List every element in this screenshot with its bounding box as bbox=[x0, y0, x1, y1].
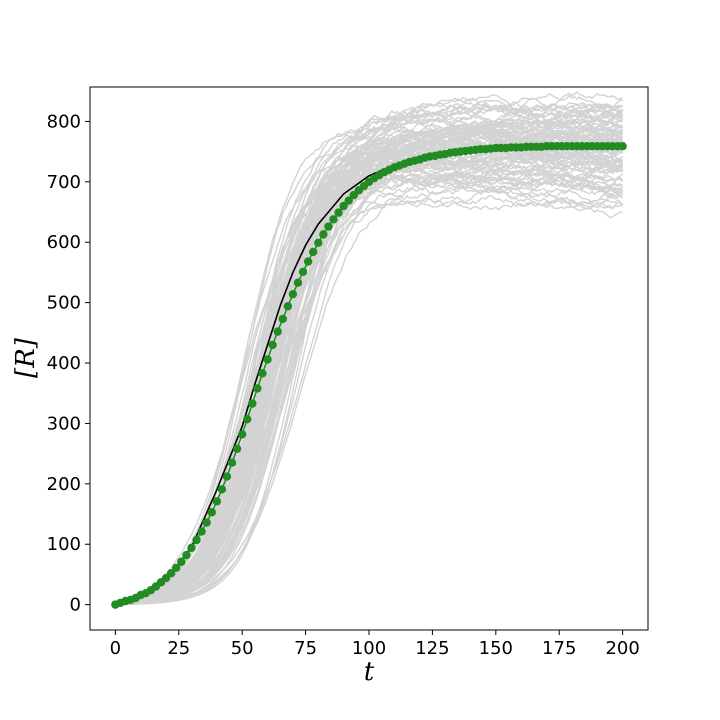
trajectory-line bbox=[115, 116, 624, 606]
y-axis: 0 100 200 300 400 500 600 700 800 bbox=[47, 111, 90, 616]
mean-point bbox=[339, 201, 348, 211]
x-tick-label: 125 bbox=[415, 638, 449, 659]
y-tick-label: 800 bbox=[47, 111, 81, 132]
trajectory-line bbox=[115, 183, 624, 606]
mean-point bbox=[298, 267, 308, 277]
x-axis: 0 25 50 75 100 125 150 175 200 bbox=[110, 630, 640, 659]
x-tick-label: 25 bbox=[167, 638, 190, 659]
y-tick-label: 400 bbox=[47, 353, 81, 374]
mean-point bbox=[314, 238, 323, 248]
mean-point bbox=[309, 247, 318, 257]
mean-point bbox=[243, 415, 252, 424]
mean-point bbox=[268, 340, 277, 350]
y-tick-label: 300 bbox=[47, 413, 81, 434]
plot-area bbox=[111, 90, 627, 609]
mean-point bbox=[253, 384, 262, 393]
mean-point bbox=[197, 527, 206, 536]
mean-point bbox=[217, 485, 227, 494]
x-axis-label: t bbox=[364, 657, 375, 687]
mean-point bbox=[182, 550, 191, 560]
mean-point bbox=[319, 230, 328, 239]
trajectory-line bbox=[115, 124, 624, 606]
mean-point bbox=[288, 289, 298, 299]
trajectory-line bbox=[115, 143, 624, 606]
mean-point bbox=[273, 327, 282, 336]
mean-point bbox=[237, 430, 247, 439]
y-tick-label: 600 bbox=[47, 232, 81, 253]
x-tick-label: 0 bbox=[110, 638, 121, 659]
x-tick-label: 75 bbox=[294, 638, 317, 659]
mean-point bbox=[329, 215, 338, 224]
mean-point bbox=[232, 444, 242, 453]
y-tick-label: 200 bbox=[47, 474, 81, 495]
mean-point bbox=[207, 508, 216, 517]
x-tick-label: 50 bbox=[231, 638, 254, 659]
y-tick-label: 500 bbox=[47, 293, 81, 314]
trajectory-line bbox=[115, 128, 623, 606]
trajectory-line bbox=[115, 101, 623, 606]
mean-point bbox=[248, 399, 257, 408]
mean-point bbox=[334, 208, 343, 217]
trajectory-line bbox=[115, 101, 623, 606]
mean-point bbox=[202, 518, 211, 527]
mean-point bbox=[303, 257, 313, 266]
y-tick-label: 0 bbox=[70, 595, 81, 616]
x-tick-label: 100 bbox=[352, 638, 386, 659]
mean-point bbox=[166, 569, 176, 578]
trajectory-line bbox=[115, 103, 623, 606]
mean-point bbox=[192, 535, 201, 545]
mean-point bbox=[278, 314, 287, 324]
mean-point bbox=[263, 355, 272, 364]
x-tick-label: 200 bbox=[605, 638, 639, 659]
y-tick-label: 700 bbox=[47, 172, 81, 193]
mean-point bbox=[293, 278, 303, 287]
mean-point bbox=[283, 302, 293, 311]
mean-point bbox=[222, 472, 232, 481]
mean-point bbox=[187, 543, 196, 553]
mean-point bbox=[258, 369, 267, 378]
mean-point bbox=[324, 222, 333, 231]
mean-series bbox=[111, 141, 627, 609]
mean-point bbox=[212, 497, 222, 506]
trajectory-line bbox=[115, 94, 624, 606]
mean-point bbox=[618, 141, 627, 151]
mean-point bbox=[227, 458, 237, 467]
mean-point bbox=[344, 196, 353, 205]
mean-point bbox=[177, 557, 186, 566]
y-axis-label: [R] bbox=[11, 337, 41, 378]
trajectory-line bbox=[115, 168, 624, 606]
x-tick-label: 175 bbox=[542, 638, 576, 659]
mean-point bbox=[172, 563, 181, 572]
x-tick-label: 150 bbox=[479, 638, 513, 659]
y-tick-label: 100 bbox=[47, 534, 81, 555]
